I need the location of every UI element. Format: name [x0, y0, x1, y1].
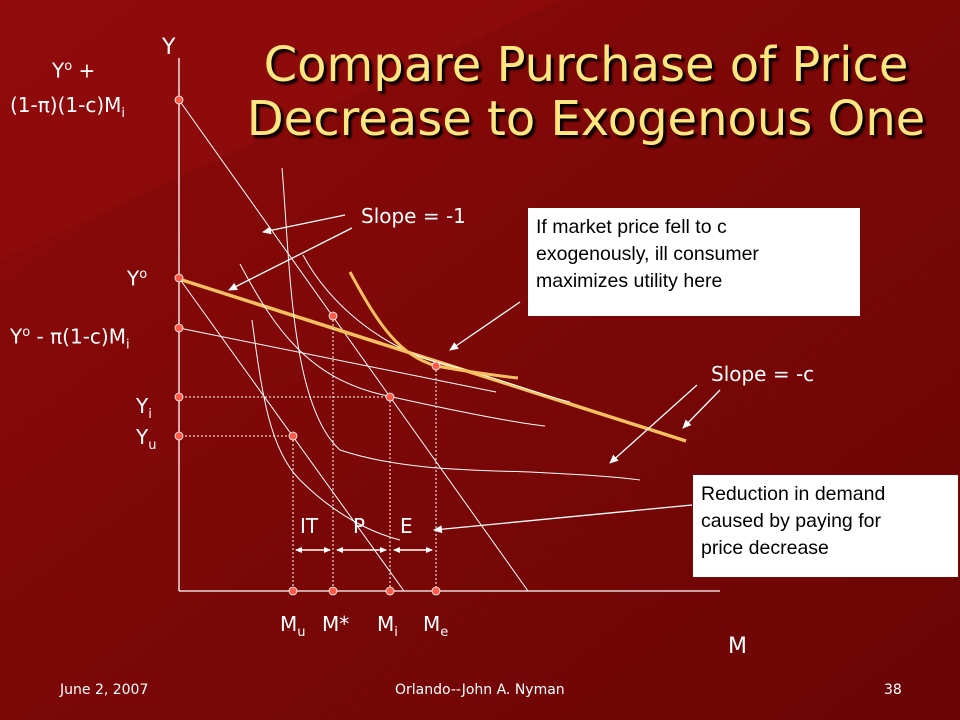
background-accent	[0, 0, 560, 260]
dot-mi-point	[385, 392, 395, 402]
x-label-mstar: M*	[322, 612, 350, 636]
box1-line-3: maximizes utility here	[536, 270, 723, 292]
arrow-slope-one-a	[262, 214, 346, 235]
segment-label-p: P	[353, 514, 366, 538]
box1-line-2: exogenously, ill consumer	[536, 243, 759, 265]
segment-label-e: E	[400, 514, 413, 538]
title-line-1: Compare Purchase of Price	[263, 37, 909, 93]
dot-mstar	[328, 586, 338, 596]
dot-mu-point	[288, 431, 298, 441]
y-label-yi: Yi	[136, 394, 152, 422]
dot-yu	[174, 431, 184, 441]
y-label-yu: Yu	[136, 425, 157, 453]
arrow-slope-c-a	[609, 384, 698, 464]
budget-line-slope-minus-c	[181, 278, 687, 443]
box2-line-3: price decrease	[701, 537, 829, 559]
slope-minus-one-label: Slope = -1	[361, 204, 466, 228]
x-label-me: Me	[423, 612, 449, 640]
shifted-price-line	[178, 327, 497, 393]
footer-date: June 2, 2007	[60, 682, 149, 698]
dot-yi	[174, 392, 184, 402]
footer-page-number: 38	[884, 682, 902, 698]
y-axis-label: Y	[162, 35, 176, 60]
box2-line-1: Reduction in demand	[701, 483, 886, 505]
arrow-box1	[449, 301, 521, 351]
box2-line-2: caused by paying for	[701, 510, 881, 532]
dot-y-top	[174, 95, 184, 105]
y-label-top-line2: (1-π)(1-c)Mi	[10, 93, 126, 121]
dot-mu	[288, 586, 298, 596]
annotation-box-exogenous: If market price fell to c exogenously, i…	[527, 207, 861, 317]
budget-line-slope-minus-one	[178, 99, 529, 592]
dot-exogenous-optimum	[431, 361, 441, 371]
dot-mstar-point	[328, 311, 338, 321]
dot-yo	[174, 273, 184, 283]
arrow-slope-one-b	[228, 227, 353, 291]
indifference-curve-1	[251, 319, 401, 541]
dot-mi	[385, 586, 395, 596]
y-label-yo: Yo	[127, 266, 148, 291]
box1-line-1: If market price fell to c	[536, 216, 727, 238]
x-label-mu: Mu	[280, 612, 306, 640]
annotation-box-reduction: Reduction in demand caused by paying for…	[692, 474, 959, 578]
title-line-2: Decrease to Exogenous One	[246, 91, 926, 147]
footer-author: Orlando--John A. Nyman	[395, 682, 565, 698]
y-label-top-line1: Yo +	[52, 58, 96, 83]
segment-label-it: IT	[300, 514, 319, 538]
indifference-curve-3	[281, 167, 641, 481]
x-axis-label: M	[728, 634, 747, 659]
slope-minus-c-label: Slope = -c	[711, 362, 815, 386]
slide-title: Compare Purchase of Price Decrease to Ex…	[236, 38, 936, 146]
x-label-mi: Mi	[377, 612, 398, 640]
arrow-slope-c-b	[682, 389, 721, 429]
dot-me	[431, 586, 441, 596]
y-label-mid: Yo - π(1-c)Mi	[10, 324, 130, 353]
dot-y-mid	[174, 323, 184, 333]
arrow-box2	[433, 504, 693, 534]
